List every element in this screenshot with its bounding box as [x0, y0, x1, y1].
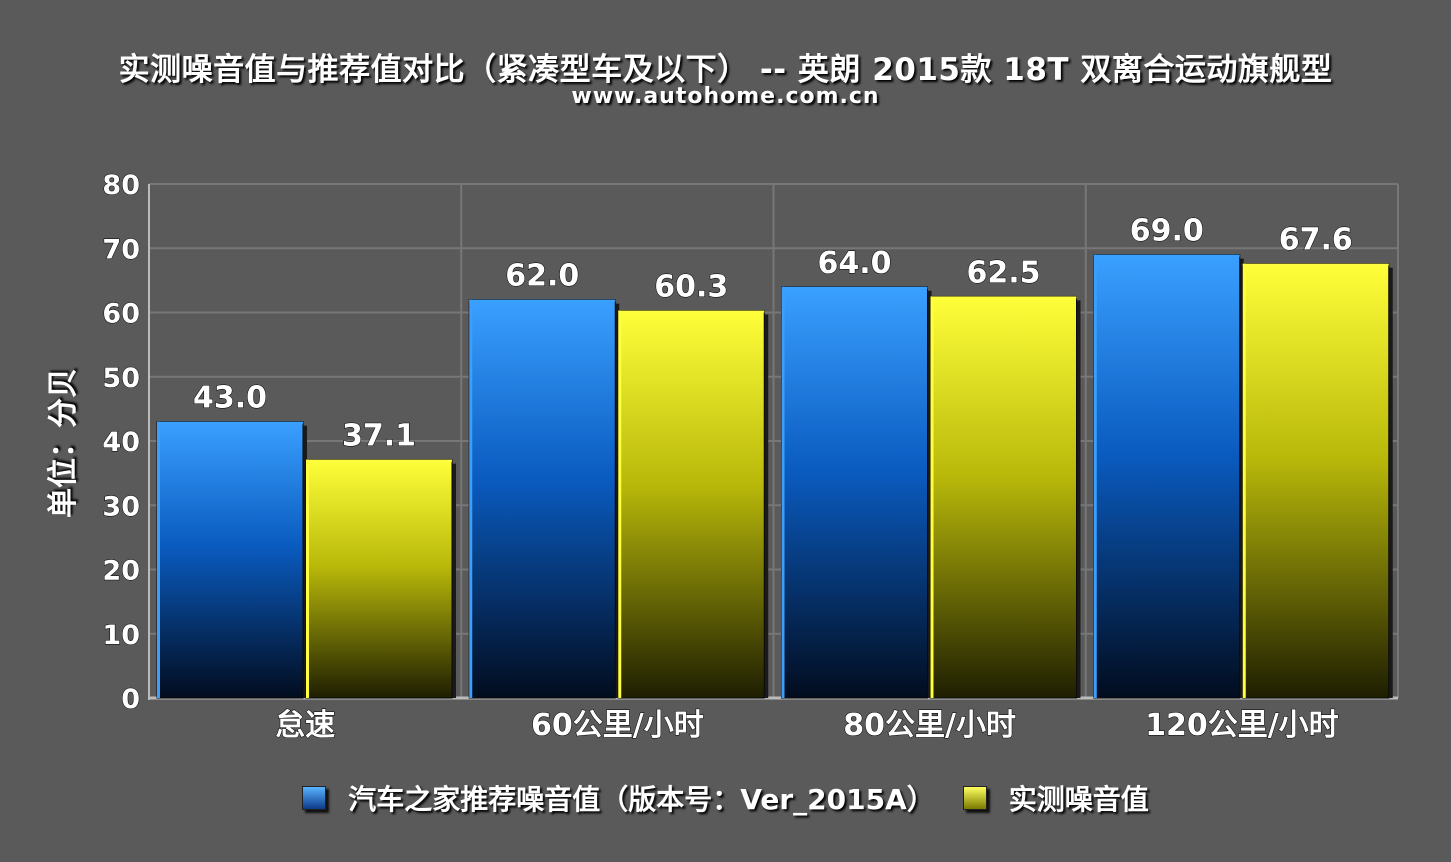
x-tick-label: 80公里/小时 [843, 708, 1016, 743]
bar-recommended [468, 299, 616, 699]
bar-top-highlight [306, 459, 452, 462]
y-tick-label: 30 [102, 491, 140, 522]
bar-value-label: 37.1 [342, 419, 416, 454]
x-tick-label: 120公里/小时 [1145, 708, 1339, 743]
legend-label-measured: 实测噪音值 [1008, 783, 1149, 816]
bar-value-label: 64.0 [817, 246, 891, 281]
bar-value-label: 69.0 [1130, 214, 1204, 249]
bar-measured [305, 459, 453, 699]
y-tick-label: 60 [102, 299, 140, 330]
bar-recommended [156, 421, 304, 699]
bar-top-highlight [469, 299, 616, 302]
bar-top-highlight [1242, 263, 1389, 266]
chart-subtitle: www.autohome.com.cn [571, 84, 880, 109]
y-tick-label: 20 [102, 556, 140, 587]
bar-recommended [1093, 254, 1241, 699]
legend-swatch-measured [962, 786, 987, 810]
bar-value-label: 67.6 [1279, 223, 1353, 258]
legend-item-recommended: 汽车之家推荐噪音值（版本号：Ver_2015A） [302, 778, 935, 818]
bar-edge-highlight [1093, 254, 1097, 699]
bar-top-highlight [1093, 254, 1240, 257]
bar-top-highlight [781, 286, 928, 289]
y-tick-label: 80 [102, 170, 140, 201]
y-tick-label: 40 [102, 427, 140, 458]
bar-recommended [781, 286, 928, 699]
x-tick-label: 怠速 [275, 708, 335, 743]
bar-edge-highlight [1242, 263, 1246, 698]
bar-edge-highlight [306, 459, 309, 698]
bar-measured [930, 295, 1077, 699]
y-tick-label: 70 [102, 234, 140, 265]
bar-measured [1242, 263, 1390, 699]
legend: 汽车之家推荐噪音值（版本号：Ver_2015A） 实测噪音值 [0, 778, 1451, 818]
x-tick-label: 60公里/小时 [531, 708, 704, 743]
legend-label-recommended: 汽车之家推荐噪音值（版本号：Ver_2015A） [348, 783, 935, 816]
y-tick-label: 10 [102, 620, 140, 651]
legend-item-measured: 实测噪音值 [962, 778, 1149, 818]
y-tick-label: 50 [102, 363, 140, 394]
legend-swatch-recommended [302, 786, 327, 810]
bar-top-highlight [930, 296, 1077, 299]
bar-edge-highlight [618, 310, 622, 698]
bar-value-label: 62.0 [505, 259, 579, 294]
y-tick-label: 0 [121, 684, 140, 715]
bar-edge-highlight [469, 299, 473, 698]
bar-value-label: 60.3 [654, 270, 728, 305]
bar-value-label: 43.0 [193, 381, 267, 416]
bar-measured [617, 310, 765, 699]
bar-top-highlight [618, 310, 765, 313]
bar-value-label: 62.5 [966, 255, 1040, 290]
chart-title: 实测噪音值与推荐值对比（紧凑型车及以下） -- 英朗 2015款 18T 双离合… [118, 52, 1333, 88]
bar-edge-highlight [157, 421, 160, 698]
bar-top-highlight [157, 421, 303, 424]
bar-edge-highlight [930, 296, 934, 698]
bar-edge-highlight [781, 286, 785, 698]
